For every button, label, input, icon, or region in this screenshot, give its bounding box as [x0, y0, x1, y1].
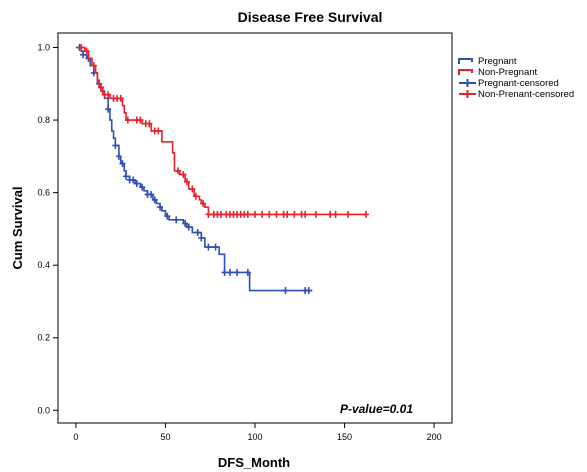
non-pregnant-censored-mark: [302, 210, 309, 218]
pregnant-censored-mark: [80, 51, 87, 59]
y-tick-label: 0.0: [37, 405, 50, 415]
legend-label: Non-Prenant-censored: [478, 89, 574, 100]
non-pregnant-censored-mark: [266, 210, 273, 218]
non-pregnant-censored-mark: [244, 210, 251, 218]
legend-label: Pregnant: [478, 56, 517, 67]
non-pregnant-censored-mark: [124, 116, 131, 124]
pregnant-censored-mark: [212, 243, 219, 251]
x-tick-label: 50: [160, 432, 170, 442]
pregnant-censored-mark: [173, 216, 180, 224]
legend-item-pregnant-censored: Pregnant-censored: [459, 78, 559, 89]
y-tick-label: 1.0: [37, 43, 50, 53]
non-pregnant-censored-mark: [189, 185, 196, 193]
non-pregnant-censored-mark: [312, 210, 319, 218]
legend-label: Pregnant-censored: [478, 78, 559, 89]
non-pregnant-censored-mark: [332, 210, 339, 218]
non-pregnant-censored-mark: [90, 62, 97, 70]
pregnant-censored-mark: [164, 212, 171, 220]
x-tick-label: 0: [73, 432, 78, 442]
non-pregnant-censored-mark: [217, 210, 224, 218]
x-axis-label: DFS_Month: [218, 455, 290, 470]
axes-group: 0 50 100 150 200 0.0 0.2 0.4 0.6 0.8 1.0: [37, 43, 441, 442]
non-pregnant-censored-mark: [192, 192, 199, 200]
pregnant-censored-mark: [133, 180, 140, 188]
non-pregnant-censored-mark: [205, 210, 212, 218]
non-pregnant-censored-mark: [117, 94, 124, 102]
pregnant-censored-mark: [305, 287, 312, 295]
pregnant-censored-mark: [282, 287, 289, 295]
pregnant-censored-mark: [205, 243, 212, 251]
pregnant-censored-mark: [182, 219, 189, 227]
non-pregnant-censored-mark: [137, 116, 144, 124]
pregnant-censored-mark: [112, 141, 119, 149]
pregnant-censored-mark: [105, 105, 112, 113]
non-pregnant-censored-mark: [174, 167, 181, 175]
pregnant-censored-mark: [157, 203, 164, 211]
x-tick-label: 100: [247, 432, 262, 442]
non-pregnant-censored-mark: [78, 44, 85, 52]
non-pregnant-censored-mark: [284, 210, 291, 218]
pregnant-censored-mark: [115, 152, 122, 160]
non-pregnant-censored-mark: [83, 47, 90, 55]
pregnant-censored-mark: [194, 229, 201, 237]
y-tick-label: 0.4: [37, 260, 50, 270]
non-pregnant-censored-mark: [327, 210, 334, 218]
non-pregnant-censored-mark: [252, 210, 258, 218]
legend: PregnantNon-PregnantPregnant-censoredNon…: [458, 56, 574, 100]
non-pregnant-censored-mark: [97, 83, 104, 91]
pregnant-censored-mark: [151, 196, 158, 204]
pregnant-censored-mark: [119, 160, 126, 168]
pregnant-censored-mark: [221, 268, 228, 276]
pregnant-censored-mark: [185, 223, 192, 231]
pregnant-censored-mark: [244, 268, 251, 276]
legend-step-swatch: [458, 58, 473, 64]
non-pregnant-censored-mark: [180, 170, 187, 178]
y-axis-label: Cum Survival: [10, 186, 25, 269]
legend-item-pregnant: Pregnant: [458, 56, 517, 67]
pregnant-censored-mark: [130, 176, 137, 184]
pregnant-censored-mark: [234, 268, 241, 276]
non-pregnant-censored-mark: [291, 210, 298, 218]
chart-title: Disease Free Survival: [238, 9, 383, 25]
x-tick-label: 200: [427, 432, 442, 442]
legend-item-non-pregnant: Non-Pregnant: [458, 67, 538, 78]
legend-step-swatch: [458, 69, 473, 75]
pregnant-censored-mark: [198, 234, 205, 242]
y-tick-label: 0.2: [37, 333, 50, 343]
non-pregnant-censored-mark: [105, 91, 112, 99]
series-layer: [75, 44, 370, 295]
non-pregnant-censored-mark: [259, 210, 266, 218]
pregnant-censored-mark: [226, 268, 233, 276]
non-pregnant-censored-mark: [146, 120, 153, 128]
pregnant-censored-mark: [148, 190, 155, 198]
legend-item-non-prenant-censored: Non-Prenant-censored: [459, 89, 574, 100]
pregnant-censored-mark: [123, 172, 130, 180]
p-value-annotation: P-value=0.01: [340, 402, 413, 416]
y-tick-label: 0.6: [37, 188, 50, 198]
non-pregnant-censored-mark: [363, 210, 370, 218]
non-pregnant-censored-mark: [200, 200, 207, 208]
non-pregnant-censored-mark: [183, 178, 190, 186]
x-tick-label: 150: [337, 432, 352, 442]
non-pregnant-censored-mark: [155, 127, 162, 135]
legend-label: Non-Pregnant: [478, 67, 538, 78]
y-tick-label: 0.8: [37, 115, 50, 125]
non-pregnant-censored-mark: [345, 210, 352, 218]
non-pregnant-censored-mark: [273, 210, 280, 218]
pregnant-censored-mark: [139, 183, 146, 191]
